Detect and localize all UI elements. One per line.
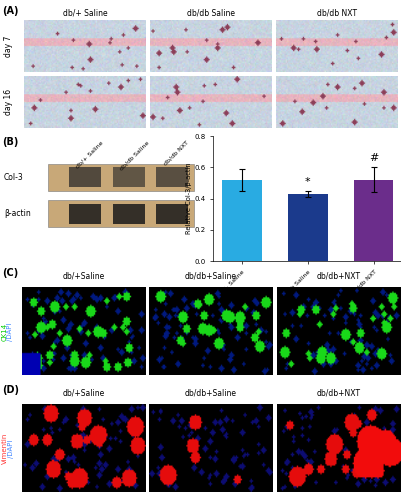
Text: db/db+NXT: db/db+NXT: [316, 388, 359, 398]
Text: (A): (A): [2, 6, 18, 16]
Text: Vimentin: Vimentin: [2, 432, 8, 464]
Y-axis label: Relative Col-3/β-actin: Relative Col-3/β-actin: [185, 163, 191, 234]
Text: /DAPI: /DAPI: [8, 322, 13, 340]
Bar: [113, 168, 144, 188]
Bar: [287, 194, 327, 261]
Text: Col-3: Col-3: [4, 173, 24, 182]
Text: 100 μm: 100 μm: [373, 364, 397, 369]
Text: db/db NXT: db/db NXT: [316, 8, 356, 17]
Text: db/db Saline: db/db Saline: [118, 140, 150, 171]
Text: db/db Saline: db/db Saline: [186, 8, 235, 17]
Bar: [69, 168, 101, 188]
Text: CK14: CK14: [2, 322, 8, 340]
Text: /DAPI: /DAPI: [8, 439, 14, 458]
Text: (D): (D): [2, 385, 19, 395]
Text: (B): (B): [2, 138, 18, 147]
Text: *: *: [304, 177, 310, 187]
Text: db/db+Saline: db/db+Saline: [184, 388, 237, 398]
Text: db/db NXT: db/db NXT: [162, 140, 188, 166]
Text: db/+ Saline: db/+ Saline: [75, 140, 104, 169]
Bar: [113, 204, 144, 224]
Bar: [353, 180, 393, 261]
Bar: [47, 164, 194, 191]
Text: db/+Saline: db/+Saline: [63, 388, 105, 398]
Text: (C): (C): [2, 268, 18, 278]
Bar: [69, 204, 101, 224]
Bar: [156, 204, 188, 224]
Bar: [156, 168, 188, 188]
Text: 50 μm: 50 μm: [377, 481, 397, 486]
Text: db/+Saline: db/+Saline: [63, 272, 105, 280]
Text: 500 μm: 500 μm: [369, 115, 393, 120]
Text: #: #: [368, 154, 377, 164]
Text: day 16: day 16: [4, 88, 12, 115]
Bar: [221, 180, 261, 261]
Text: β-actin: β-actin: [4, 209, 30, 218]
Text: db/db+Saline: db/db+Saline: [184, 272, 237, 280]
Text: db/+ Saline: db/+ Saline: [63, 8, 107, 17]
Bar: [47, 200, 194, 228]
Text: day 7: day 7: [4, 36, 12, 56]
Text: db/db+NXT: db/db+NXT: [316, 272, 359, 280]
